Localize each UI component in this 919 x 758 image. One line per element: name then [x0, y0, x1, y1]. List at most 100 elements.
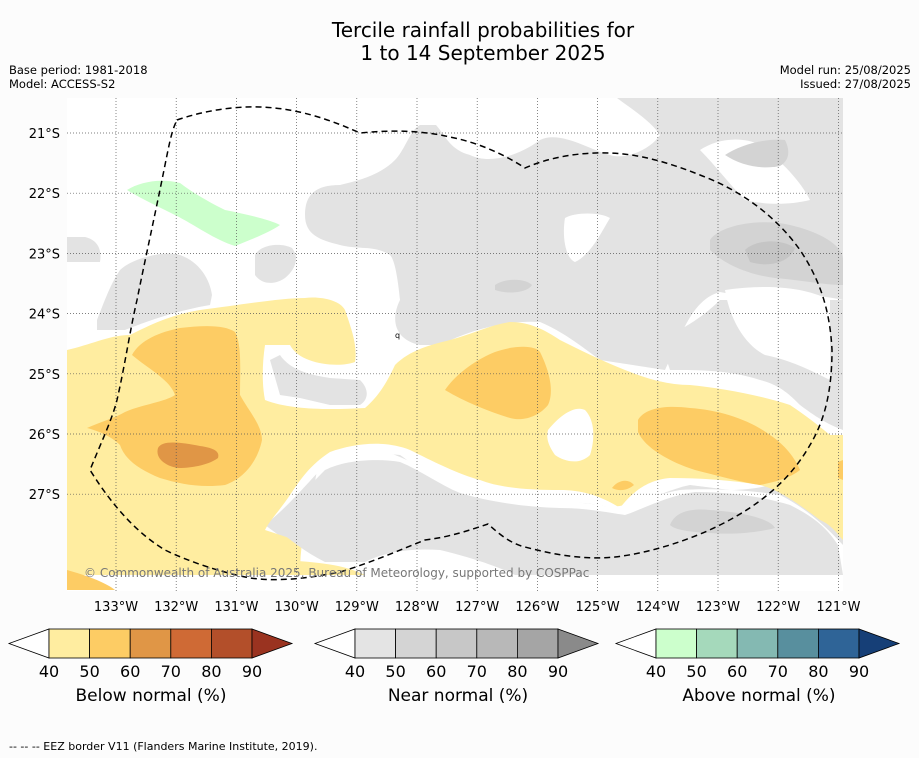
above-normal-region	[127, 180, 280, 246]
colorbar-tick: 70	[467, 662, 487, 681]
lat-label: 25°S	[29, 368, 60, 383]
below-normal-50-speck	[612, 480, 634, 491]
below-normal-40-region	[67, 297, 843, 575]
below-normal-60-core	[157, 442, 219, 468]
colorbar-swatch	[210, 628, 253, 659]
lon-label: 125°W	[576, 600, 620, 615]
colorbar-swatch	[48, 628, 90, 659]
colorbar-swatch	[696, 628, 738, 659]
lon-label: 122°W	[756, 600, 800, 615]
footer-legend: -- -- -- EEZ border V11 (Flanders Marine…	[9, 740, 318, 753]
near-normal-50-south-2	[670, 509, 775, 534]
colorbar-swatch	[517, 628, 559, 659]
near-normal-region-west	[97, 253, 212, 330]
below-normal-50-center	[445, 346, 551, 420]
colorbar-swatch	[777, 628, 819, 659]
colorbar-tick: 80	[507, 662, 527, 681]
lat-label: 26°S	[29, 428, 60, 443]
colorbar-tick: 50	[79, 662, 99, 681]
below-normal-50-southwest-edge	[67, 570, 115, 590]
map-area: q © Commonwealth of Australia 2025, Bure…	[67, 98, 843, 591]
colorbar-swatch	[435, 628, 478, 659]
lon-label: 124°W	[636, 600, 680, 615]
colorbar-tick: 60	[426, 662, 446, 681]
colorbar-tick: 70	[768, 662, 788, 681]
model-run: Model run: 25/08/2025	[779, 63, 911, 77]
lat-label: 21°S	[29, 127, 60, 142]
near-normal-region-inner	[270, 355, 367, 405]
title-line-1: Tercile rainfall probabilities for	[331, 18, 635, 42]
colorbar-swatch	[89, 628, 131, 659]
colorbar-min-extend	[7, 628, 50, 659]
white-gap-3	[725, 287, 830, 380]
lon-label: 128°W	[395, 600, 439, 615]
colorbar-min-extend	[614, 628, 657, 659]
near-normal-region-south-fill	[272, 460, 843, 575]
colorbar-1: 40 50 60 70 80 90	[313, 628, 600, 681]
colorbar-swatch	[476, 628, 518, 659]
colorbar-swatch	[129, 628, 172, 659]
colorbar-swatch	[395, 628, 437, 659]
colorbar-0: 40 50 60 70 80 90	[7, 628, 294, 681]
colorbar-swatch	[170, 628, 212, 659]
colorbar-max-extend	[251, 628, 294, 659]
lat-label: 23°S	[29, 247, 60, 262]
lon-label: 132°W	[154, 600, 198, 615]
colorbar-tick: 80	[808, 662, 828, 681]
colorbar-swatch	[655, 628, 697, 659]
lat-label: 24°S	[29, 308, 60, 323]
lon-label: 127°W	[455, 600, 499, 615]
lon-label: 123°W	[696, 600, 740, 615]
below-normal-50-east	[638, 406, 800, 485]
issued-date: Issued: 27/08/2025	[800, 77, 911, 91]
lat-label: 22°S	[29, 187, 60, 202]
meta-left: Base period: 1981-2018 Model: ACCESS-S2	[9, 63, 148, 91]
lon-label: 121°W	[816, 600, 860, 615]
colorbar-tick: 40	[646, 662, 666, 681]
stray-contour-mark: q	[395, 331, 400, 340]
near-normal-50-patch	[495, 279, 532, 293]
colorbar-label-above: Above normal (%)	[682, 686, 836, 706]
lon-label: 130°W	[275, 600, 319, 615]
near-normal-50-northeast	[725, 139, 789, 168]
near-normal-region-west-edge	[67, 237, 101, 262]
colorbar-tick: 90	[242, 662, 262, 681]
colorbar-swatch	[818, 628, 860, 659]
title-line-2: 1 to 14 September 2025	[360, 41, 606, 65]
colorbar-tick: 90	[548, 662, 568, 681]
colorbar-swatch	[736, 628, 779, 659]
colorbar-tick: 40	[345, 662, 365, 681]
colorbar-tick: 50	[385, 662, 405, 681]
below-normal-40-southwest	[67, 540, 365, 575]
meta-right: Model run: 25/08/2025 Issued: 27/08/2025	[780, 63, 911, 91]
colorbars: 40 50 60 70 80 90 40 50 60 70 80 90 40 50 60 70 80 90	[7, 628, 901, 681]
colorbar-label-below: Below normal (%)	[75, 686, 227, 706]
colorbar-swatch	[354, 628, 396, 659]
colorbar-tick: 80	[201, 662, 221, 681]
near-normal-60-core	[745, 241, 795, 265]
copyright-notice: © Commonwealth of Australia 2025, Bureau…	[84, 566, 589, 580]
lon-label: 126°W	[515, 600, 559, 615]
base-period: Base period: 1981-2018	[9, 63, 148, 77]
lon-label: 133°W	[94, 600, 138, 615]
below-normal-40-east-edge	[838, 460, 843, 480]
colorbar-tick: 60	[120, 662, 140, 681]
model-name: Model: ACCESS-S2	[9, 77, 116, 91]
lon-label: 129°W	[335, 600, 379, 615]
near-normal-region-island	[255, 244, 296, 283]
latitude-labels: 21°S 22°S 23°S 24°S 25°S 26°S 27°S	[29, 127, 60, 503]
colorbar-max-extend	[858, 628, 901, 659]
colorbar-tick: 60	[727, 662, 747, 681]
colorbar-tick: 70	[161, 662, 181, 681]
lon-label: 131°W	[214, 600, 258, 615]
colorbar-max-extend	[557, 628, 600, 659]
colorbar-tick: 40	[39, 662, 59, 681]
below-normal-50-west	[87, 326, 262, 487]
colorbar-tick: 50	[686, 662, 706, 681]
lat-label: 27°S	[29, 488, 60, 503]
gridlines	[67, 98, 843, 591]
longitude-labels: 133°W 132°W 131°W 130°W 129°W 128°W 127°W 126°W…	[94, 600, 861, 615]
colorbar-min-extend	[313, 628, 356, 659]
colorbar-2: 40 50 60 70 80 90	[614, 628, 901, 681]
